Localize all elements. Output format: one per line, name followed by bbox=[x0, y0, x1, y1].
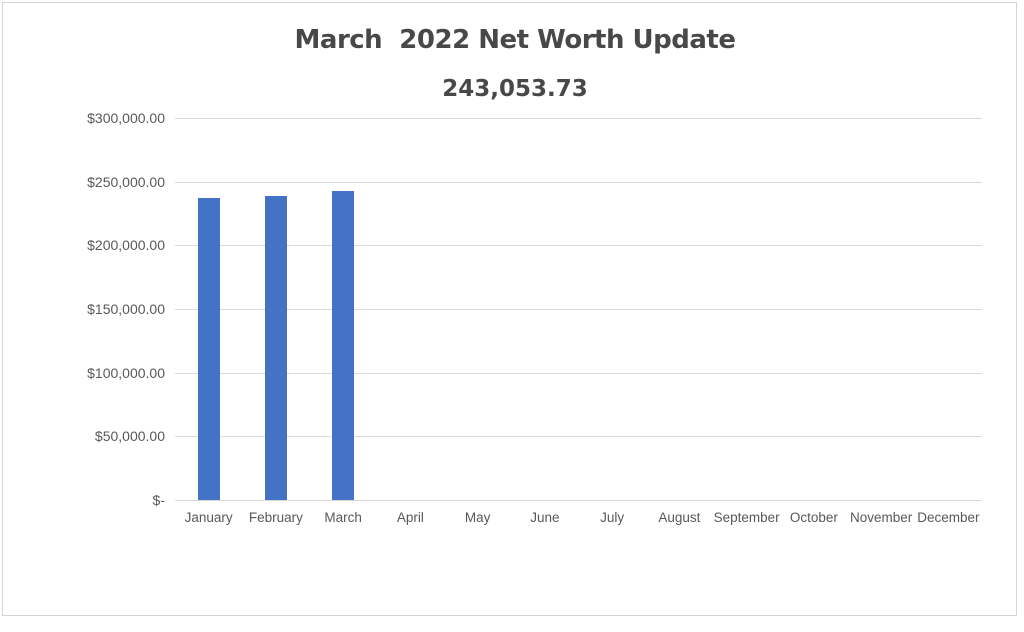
gridline bbox=[175, 309, 982, 310]
x-axis-tick-label: June bbox=[530, 510, 560, 525]
gridline bbox=[175, 372, 982, 374]
x-axis-tick-label: November bbox=[849, 510, 913, 525]
bar-february bbox=[264, 196, 287, 500]
x-axis-tick-label: April bbox=[396, 510, 424, 525]
x-axis-tick-label: December bbox=[917, 510, 980, 525]
x-axis-tick-label: February bbox=[248, 510, 303, 525]
gridline bbox=[175, 118, 982, 119]
gridline bbox=[175, 500, 982, 501]
bar-january bbox=[197, 197, 220, 500]
y-axis-tick-label: $100,000.00 bbox=[87, 364, 165, 381]
y-axis-tick-label: $200,000.00 bbox=[87, 237, 165, 254]
gridline bbox=[175, 181, 982, 183]
bar-march bbox=[332, 190, 355, 500]
y-axis-tick-label: $300,000.00 bbox=[87, 110, 165, 126]
y-axis-tick-label: $50,000.00 bbox=[94, 428, 165, 445]
gridline bbox=[175, 245, 982, 247]
chart-title: March 2022 Net Worth Update bbox=[294, 25, 736, 55]
x-axis-tick-label: October bbox=[789, 510, 838, 525]
y-axis-tick-label: $250,000.00 bbox=[87, 173, 165, 190]
x-axis-tick-label: May bbox=[464, 510, 491, 525]
x-axis-tick-label: September bbox=[713, 510, 780, 525]
plot-area bbox=[175, 118, 982, 501]
chart-subtitle: 243,053.73 bbox=[442, 76, 588, 102]
x-axis-tick-label: July bbox=[600, 510, 625, 525]
x-axis-tick-label: January bbox=[184, 510, 233, 525]
y-axis-tick-label: $150,000.00 bbox=[87, 301, 165, 317]
x-axis-tick-label: August bbox=[658, 510, 701, 525]
gridline bbox=[175, 436, 982, 438]
y-axis-tick-label: $- bbox=[152, 492, 165, 508]
x-axis-tick-label: March bbox=[324, 510, 362, 525]
